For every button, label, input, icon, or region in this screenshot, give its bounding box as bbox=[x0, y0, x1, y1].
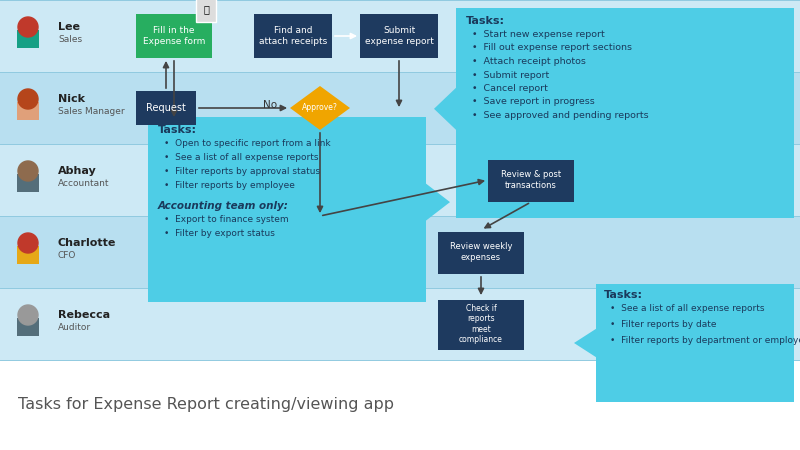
Text: 📋: 📋 bbox=[203, 4, 209, 14]
Text: •  Export to finance system: • Export to finance system bbox=[164, 215, 289, 224]
Bar bbox=[456, 8, 794, 218]
Text: •  See a list of all expense reports: • See a list of all expense reports bbox=[164, 153, 318, 162]
Text: Tasks:: Tasks: bbox=[466, 16, 505, 26]
Bar bbox=[196, 0, 216, 22]
Bar bbox=[0, 0, 800, 72]
Text: Find and
attach receipts: Find and attach receipts bbox=[259, 26, 327, 46]
Circle shape bbox=[18, 305, 38, 325]
Bar bbox=[360, 14, 438, 58]
Text: Auditor: Auditor bbox=[58, 323, 91, 332]
Text: •  Filter by export status: • Filter by export status bbox=[164, 229, 275, 238]
Bar bbox=[17, 318, 39, 336]
Text: •  See a list of all expense reports: • See a list of all expense reports bbox=[610, 304, 765, 313]
Text: •  See approved and pending reports: • See approved and pending reports bbox=[472, 111, 649, 120]
Text: Accounting team only:: Accounting team only: bbox=[158, 201, 289, 211]
Text: •  Attach receipt photos: • Attach receipt photos bbox=[472, 57, 586, 66]
Text: •  Filter reports by department or employee: • Filter reports by department or employ… bbox=[610, 336, 800, 345]
Circle shape bbox=[18, 17, 38, 37]
Text: •  Filter reports by date: • Filter reports by date bbox=[610, 320, 717, 329]
Bar bbox=[0, 144, 800, 216]
Bar bbox=[136, 14, 212, 58]
Bar bbox=[17, 246, 39, 264]
Text: •  Open to specific report from a link: • Open to specific report from a link bbox=[164, 139, 330, 148]
Bar bbox=[596, 284, 794, 402]
Polygon shape bbox=[574, 329, 596, 357]
Bar bbox=[254, 14, 332, 58]
Text: •  Submit report: • Submit report bbox=[472, 71, 550, 80]
Text: Check if
reports
meet
compliance: Check if reports meet compliance bbox=[459, 304, 503, 344]
Text: •  Filter reports by approval status: • Filter reports by approval status bbox=[164, 167, 320, 176]
Bar bbox=[488, 160, 574, 202]
Text: Lee: Lee bbox=[58, 22, 80, 32]
Text: Sales Manager: Sales Manager bbox=[58, 107, 125, 116]
Circle shape bbox=[18, 233, 38, 253]
Text: Nick: Nick bbox=[58, 94, 85, 104]
Text: •  Filter reports by employee: • Filter reports by employee bbox=[164, 181, 295, 190]
Text: Abhay: Abhay bbox=[58, 166, 97, 176]
Bar bbox=[148, 117, 426, 302]
Text: Tasks:: Tasks: bbox=[158, 125, 197, 135]
Text: Request: Request bbox=[146, 103, 186, 113]
Text: Review weekly
expenses: Review weekly expenses bbox=[450, 242, 512, 262]
Text: •  Cancel report: • Cancel report bbox=[472, 84, 548, 93]
Text: Charlotte: Charlotte bbox=[58, 238, 116, 248]
Bar bbox=[136, 91, 196, 125]
Text: CFO: CFO bbox=[58, 251, 76, 260]
Text: Tasks:: Tasks: bbox=[604, 290, 643, 300]
Bar bbox=[0, 288, 800, 360]
Text: •  Fill out expense report sections: • Fill out expense report sections bbox=[472, 44, 632, 53]
Bar bbox=[17, 102, 39, 120]
Bar bbox=[438, 300, 524, 350]
Polygon shape bbox=[290, 86, 350, 130]
Text: Submit
expense report: Submit expense report bbox=[365, 26, 434, 46]
Bar bbox=[17, 174, 39, 192]
Bar bbox=[0, 360, 800, 450]
Bar bbox=[0, 216, 800, 288]
Text: Sales: Sales bbox=[58, 35, 82, 44]
Text: Rebecca: Rebecca bbox=[58, 310, 110, 320]
Polygon shape bbox=[426, 184, 450, 220]
Polygon shape bbox=[434, 88, 456, 130]
Text: •  Start new expense report: • Start new expense report bbox=[472, 30, 605, 39]
Text: Approve?: Approve? bbox=[302, 104, 338, 112]
Text: Accountant: Accountant bbox=[58, 179, 110, 188]
Text: Review & post
transactions: Review & post transactions bbox=[501, 170, 561, 190]
Text: Fill in the
Expense form: Fill in the Expense form bbox=[143, 26, 205, 46]
Circle shape bbox=[18, 89, 38, 109]
Text: •  Save report in progress: • Save report in progress bbox=[472, 98, 594, 107]
Circle shape bbox=[18, 161, 38, 181]
Bar bbox=[438, 232, 524, 274]
Text: No: No bbox=[263, 100, 277, 110]
Text: Tasks for Expense Report creating/viewing app: Tasks for Expense Report creating/viewin… bbox=[18, 397, 394, 413]
Bar bbox=[17, 30, 39, 48]
Bar bbox=[0, 72, 800, 144]
